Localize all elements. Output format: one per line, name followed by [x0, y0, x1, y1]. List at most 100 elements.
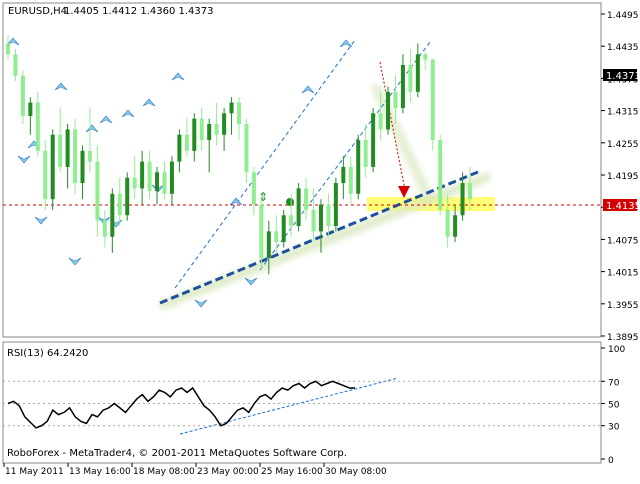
candle-body: [371, 113, 376, 167]
candle-body: [80, 150, 85, 184]
candles-layer: [6, 35, 472, 275]
symbol-label: EURUSD,H4: [8, 6, 67, 17]
time-tick-label: 30 May 08:00: [325, 467, 387, 477]
rsi-trend-line: [179, 377, 399, 435]
candle-body: [289, 215, 294, 226]
price-tick-label: 1.4195: [607, 172, 639, 182]
candle-body: [155, 172, 160, 192]
candle-body: [117, 193, 122, 216]
current-price-label: 1.4373: [606, 71, 640, 82]
forecast-arrow-line: [379, 61, 406, 191]
fractal-down-icon: [17, 155, 31, 164]
price-panel[interactable]: [2, 2, 602, 338]
rsi-line: [7, 380, 355, 429]
candle-body: [281, 215, 286, 243]
fractal-down-icon: [34, 216, 48, 225]
candle-body: [430, 59, 435, 141]
candle-body: [393, 91, 398, 108]
forecast-arrow-head: [398, 186, 410, 198]
time-tick-label: 13 May 16:00: [69, 467, 131, 477]
price-tick-label: 1.4315: [607, 108, 639, 118]
time-tick-label: 25 May 16:00: [261, 467, 323, 477]
fractal-down-icon: [68, 257, 82, 266]
candle-body: [274, 231, 279, 243]
candle-body: [356, 140, 361, 194]
level-marker: [603, 199, 637, 211]
candle-body: [184, 134, 189, 151]
candle-body: [207, 124, 212, 141]
support-trend-line: [159, 170, 479, 305]
candle-body: [408, 64, 413, 92]
rsi-layer: [7, 380, 355, 429]
fractal-up-icon: [339, 39, 353, 48]
channel-lower-line: [174, 39, 356, 289]
candle-body: [386, 91, 391, 130]
channel-upper-line: [259, 41, 431, 271]
trend-line-glow: [158, 171, 492, 311]
candle-body: [147, 161, 152, 192]
candle-body: [415, 54, 420, 92]
candle-body: [445, 209, 450, 237]
candle-body: [326, 204, 331, 226]
candle-body: [333, 183, 338, 226]
fractal-up-icon: [142, 98, 156, 107]
candle-body: [102, 220, 107, 237]
price-tick-label: 1.4435: [607, 43, 639, 53]
candle-body: [199, 118, 204, 141]
price-tick-label: 1.4015: [607, 269, 639, 279]
candle-body: [110, 193, 115, 237]
candle-body: [244, 124, 249, 173]
candle-body: [311, 209, 316, 232]
candle-body: [237, 102, 241, 125]
footer-copyright: RoboForex - MetaTrader4, © 2001-2011 Met…: [7, 448, 347, 459]
price-tick-label: 1.3955: [607, 301, 639, 311]
candle-body: [140, 161, 145, 189]
signal-dot: [286, 198, 294, 206]
rsi-tick-label: 0: [608, 456, 614, 466]
candle-body: [43, 150, 48, 200]
candle-body: [87, 150, 92, 162]
price-tick-label: 1.3895: [607, 333, 639, 343]
ohlc-label: 1.4405 1.4412 1.4360 1.4373: [64, 6, 214, 17]
price-tick-label: 1.4075: [607, 236, 639, 246]
candle-body: [229, 102, 234, 114]
candle-body: [95, 161, 100, 221]
candle-body: [341, 166, 346, 184]
candle-body: [20, 75, 25, 116]
fractal-up-icon: [99, 115, 113, 124]
candle-body: [400, 64, 405, 108]
candle-body: [296, 188, 301, 226]
candle-body: [363, 140, 368, 167]
candle-body: [192, 118, 197, 151]
current-price-marker: [603, 69, 637, 81]
candle-body: [6, 43, 10, 55]
candle-body: [58, 134, 63, 167]
fractal-up-icon: [54, 82, 68, 91]
candle-body: [259, 204, 264, 259]
candle-body: [50, 134, 55, 200]
candle-body: [318, 204, 323, 232]
candle-body: [348, 166, 353, 194]
candle-body: [169, 161, 174, 194]
rsi-label: RSI(13) 64.2420: [7, 348, 88, 359]
fractal-up-icon: [229, 197, 243, 206]
candle-body: [251, 172, 256, 205]
down-move-glow: [370, 82, 435, 203]
fractal-up-icon: [301, 85, 315, 94]
rsi-tick-label: 100: [608, 345, 625, 355]
candle-body: [460, 183, 465, 216]
candle-body: [28, 102, 33, 116]
candle-body: [162, 172, 167, 194]
candle-body: [423, 54, 428, 60]
fractal-down-icon: [97, 216, 111, 225]
time-tick-label: 11 May 2011: [5, 467, 64, 477]
time-tick-label: 23 May 00:00: [197, 467, 259, 477]
candle-body: [468, 183, 472, 200]
axis-labels: 1.44951.44351.43751.43151.42551.41951.41…: [3, 11, 639, 477]
candle-body: [438, 140, 443, 210]
rsi-tick-label: 50: [608, 401, 620, 411]
candle-body: [73, 129, 78, 184]
candle-body: [378, 113, 383, 130]
